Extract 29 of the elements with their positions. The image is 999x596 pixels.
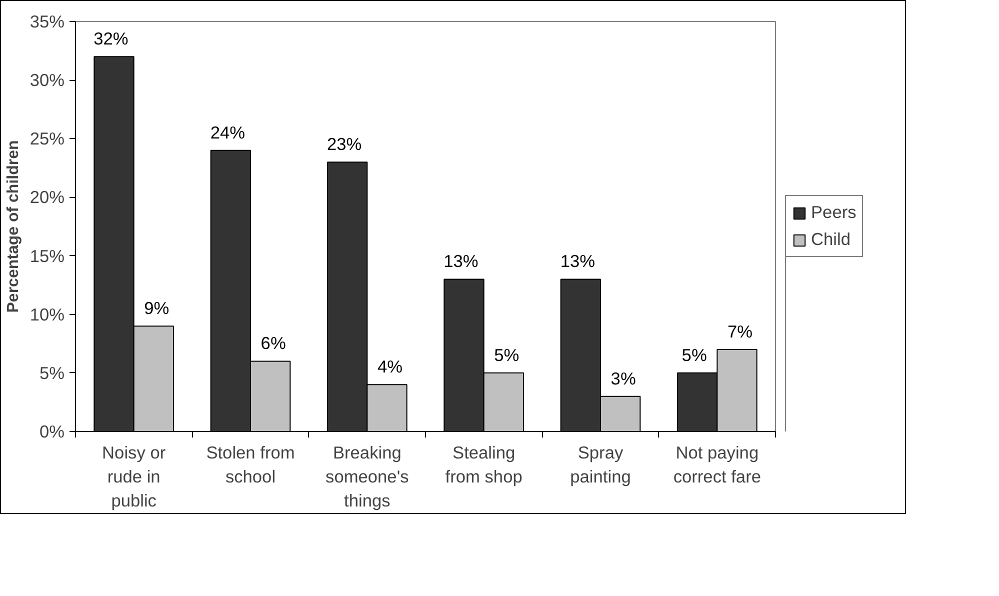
y-tick-label: 5% — [39, 362, 64, 383]
y-axis-title: Percentage of children — [4, 140, 22, 313]
data-label: 5% — [494, 344, 520, 365]
legend-label: Child — [811, 229, 851, 250]
x-tick-label: Stolen from school — [206, 442, 295, 486]
data-label: 3% — [610, 368, 636, 388]
x-tick-label: Breaking someone's things — [326, 442, 410, 510]
legend-label: Peers — [811, 202, 856, 223]
data-label: 32% — [94, 28, 128, 49]
data-label: 13% — [560, 251, 596, 272]
y-tick-label: 30% — [30, 70, 65, 90]
y-tick-label: 35% — [30, 12, 65, 32]
x-tick-label: Not paying correct fare — [673, 442, 761, 486]
data-label: 23% — [326, 134, 362, 154]
data-label: 24% — [210, 122, 246, 142]
y-tick-label: 10% — [30, 304, 65, 324]
y-tick-label: 20% — [30, 187, 65, 208]
y-tick-label: 25% — [30, 128, 65, 149]
y-tick-label: 15% — [30, 246, 65, 266]
x-tick-label: Stealing from shop — [445, 442, 522, 486]
y-tick-label: 0% — [39, 422, 64, 442]
data-label: 13% — [444, 251, 478, 272]
data-label: 5% — [682, 344, 707, 365]
data-label: 7% — [727, 322, 753, 342]
data-label: 6% — [260, 333, 286, 354]
data-label: 4% — [377, 356, 403, 377]
x-tick-label: Spray painting — [570, 442, 631, 486]
data-label: 9% — [144, 298, 170, 318]
x-tick-label: Noisy or rude in public — [102, 442, 166, 510]
